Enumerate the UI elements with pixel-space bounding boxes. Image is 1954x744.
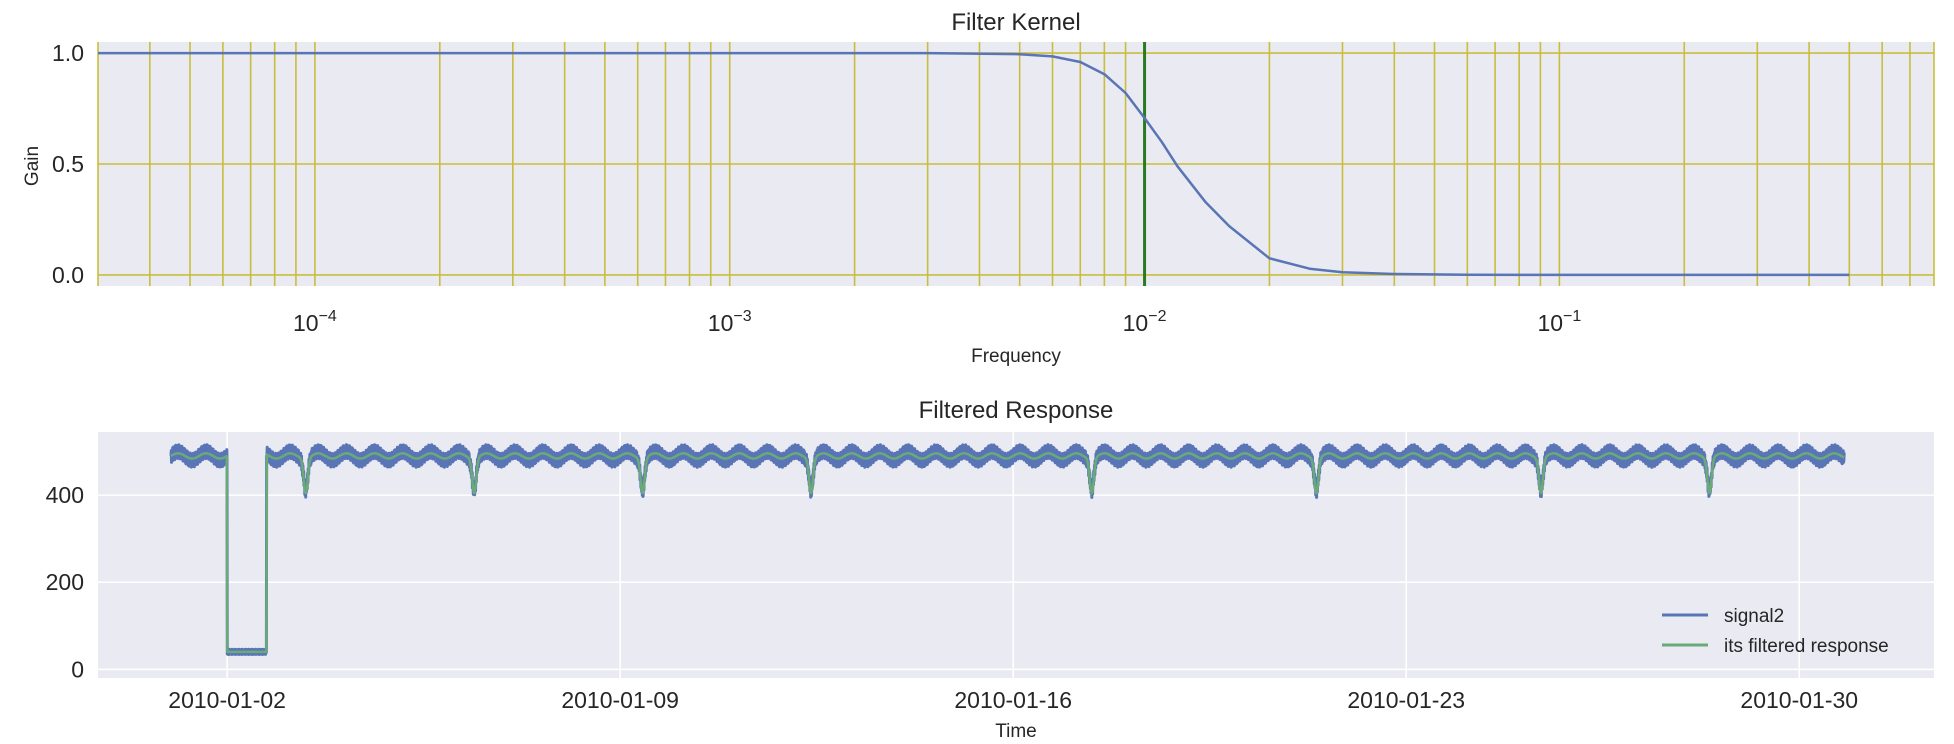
kernel-y-label: Gain xyxy=(22,146,43,186)
response-y-tick-label: 0 xyxy=(71,656,84,682)
response-title: Filtered Response xyxy=(919,397,1114,424)
kernel-panel: 0.0 0.5 1.0 10−4 10−3 10−2 10−1 Filter Kernel… xyxy=(22,9,1935,367)
response-x-tick-label: 2010-01-16 xyxy=(954,687,1072,713)
response-x-tick-label: 2010-01-23 xyxy=(1347,687,1465,713)
response-y-ticks: 0 200 400 xyxy=(46,482,84,682)
kernel-title: Filter Kernel xyxy=(951,9,1080,36)
response-y-tick-label: 200 xyxy=(46,569,84,595)
kernel-y-ticks: 0.0 0.5 1.0 xyxy=(52,40,84,288)
kernel-x-tick-label: 10−3 xyxy=(708,308,752,336)
kernel-y-tick-label: 0.0 xyxy=(52,262,84,288)
legend-label-signal2: signal2 xyxy=(1724,606,1784,627)
kernel-x-tick-label: 10−1 xyxy=(1537,308,1581,336)
kernel-y-tick-label: 0.5 xyxy=(52,151,84,177)
kernel-gain-line xyxy=(98,51,1850,277)
kernel-series xyxy=(98,51,1850,277)
kernel-y-tick-label: 1.0 xyxy=(52,40,84,66)
signal2-line xyxy=(169,443,1846,656)
response-plot-background xyxy=(98,432,1934,678)
response-x-tick-label: 2010-01-02 xyxy=(168,687,286,713)
response-x-ticks: 2010-01-02 2010-01-09 2010-01-16 2010-01-23… xyxy=(168,687,1858,713)
response-x-tick-label: 2010-01-09 xyxy=(561,687,679,713)
response-y-tick-label: 400 xyxy=(46,482,84,508)
kernel-x-tick-label: 10−2 xyxy=(1123,308,1167,336)
kernel-x-label: Frequency xyxy=(971,346,1061,367)
response-x-label: Time xyxy=(995,721,1037,742)
response-x-tick-label: 2010-01-30 xyxy=(1740,687,1858,713)
response-series xyxy=(169,443,1846,656)
kernel-x-ticks: 10−4 10−3 10−2 10−1 xyxy=(293,308,1581,336)
filtered-response-line xyxy=(170,452,1845,654)
kernel-x-tick-label: 10−4 xyxy=(293,308,337,336)
response-legend: signal2 its filtered response xyxy=(1662,606,1889,657)
legend-label-filtered: its filtered response xyxy=(1724,636,1889,657)
